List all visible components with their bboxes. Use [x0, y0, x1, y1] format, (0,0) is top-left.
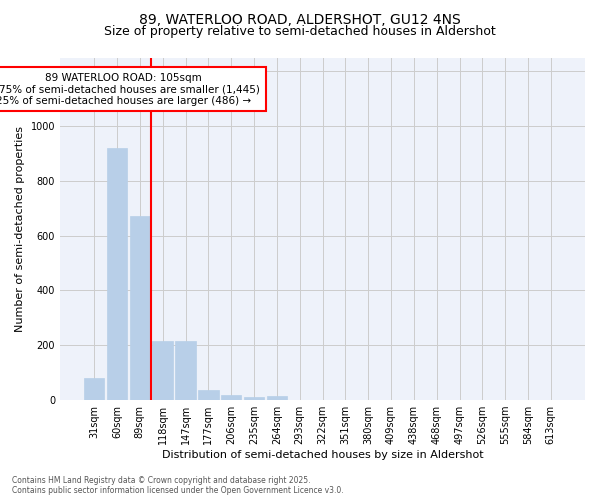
Bar	[84, 378, 104, 400]
Text: Size of property relative to semi-detached houses in Aldershot: Size of property relative to semi-detach…	[104, 25, 496, 38]
Bar	[152, 341, 173, 400]
Bar	[107, 148, 127, 400]
Bar	[221, 394, 241, 400]
Text: 89 WATERLOO ROAD: 105sqm
← 75% of semi-detached houses are smaller (1,445)
25% o: 89 WATERLOO ROAD: 105sqm ← 75% of semi-d…	[0, 72, 260, 106]
X-axis label: Distribution of semi-detached houses by size in Aldershot: Distribution of semi-detached houses by …	[162, 450, 484, 460]
Text: 89, WATERLOO ROAD, ALDERSHOT, GU12 4NS: 89, WATERLOO ROAD, ALDERSHOT, GU12 4NS	[139, 12, 461, 26]
Bar	[175, 341, 196, 400]
Bar	[244, 397, 264, 400]
Y-axis label: Number of semi-detached properties: Number of semi-detached properties	[15, 126, 25, 332]
Bar	[198, 390, 218, 400]
Bar	[130, 216, 150, 400]
Bar	[266, 396, 287, 400]
Text: Contains HM Land Registry data © Crown copyright and database right 2025.
Contai: Contains HM Land Registry data © Crown c…	[12, 476, 344, 495]
